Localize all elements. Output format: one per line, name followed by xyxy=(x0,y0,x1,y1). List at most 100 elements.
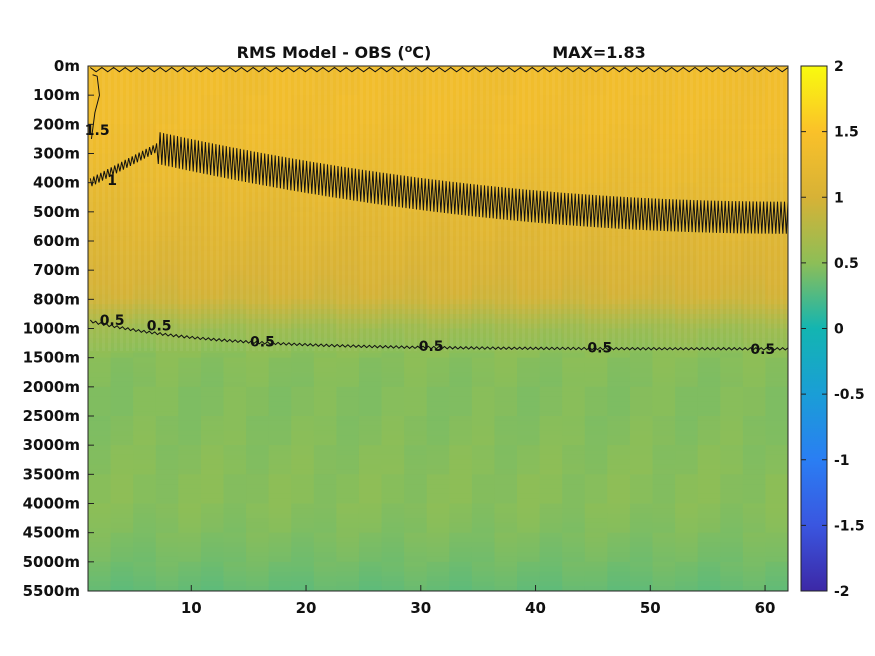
heatmap-cell xyxy=(381,406,405,412)
heatmap-cell xyxy=(449,586,473,591)
heatmap-cell xyxy=(133,435,157,441)
heatmap-cell xyxy=(88,411,112,417)
heatmap-cell xyxy=(313,464,337,471)
heatmap-cell xyxy=(200,464,225,471)
heatmap-cell xyxy=(584,479,608,485)
heatmap-cell xyxy=(336,552,360,558)
heatmap-cell xyxy=(381,561,405,568)
heatmap-cell xyxy=(223,430,247,437)
heatmap-cell xyxy=(200,430,225,437)
heatmap-cell xyxy=(313,508,337,514)
heatmap-cell xyxy=(584,391,608,398)
heatmap-cell xyxy=(200,474,225,480)
heatmap-cell xyxy=(765,386,788,393)
heatmap-cell xyxy=(765,484,788,490)
heatmap-cell xyxy=(494,537,518,543)
heatmap-cell xyxy=(607,542,631,548)
heatmap-cell xyxy=(562,435,586,441)
heatmap-cell xyxy=(539,508,563,514)
heatmap-cell xyxy=(471,484,496,490)
heatmap-cell xyxy=(562,542,586,548)
heatmap-cell xyxy=(742,425,767,432)
heatmap-cell xyxy=(629,566,654,573)
heatmap-cell xyxy=(539,513,563,519)
heatmap-cell xyxy=(539,542,563,548)
heatmap-cell xyxy=(607,566,631,573)
heatmap-cell xyxy=(607,484,631,490)
heatmap-cell xyxy=(110,381,134,388)
heatmap-cell xyxy=(765,586,788,591)
heatmap-cell xyxy=(675,542,699,548)
heatmap-cell xyxy=(291,416,315,422)
heatmap-cell xyxy=(494,547,518,553)
heatmap-cell xyxy=(765,566,788,573)
heatmap-cell xyxy=(471,556,496,563)
heatmap-cell xyxy=(584,484,608,490)
heatmap-cell xyxy=(133,425,157,432)
heatmap-cell xyxy=(404,484,428,490)
heatmap-cell xyxy=(246,493,270,500)
heatmap-cell xyxy=(313,352,337,359)
heatmap-cell xyxy=(155,537,179,543)
heatmap-cell xyxy=(562,522,586,529)
heatmap-cell xyxy=(178,479,202,485)
heatmap-cell xyxy=(313,527,337,534)
heatmap-cell xyxy=(471,440,496,446)
heatmap-cell xyxy=(200,440,225,446)
heatmap-cell xyxy=(765,435,788,441)
heatmap-cell xyxy=(336,503,360,509)
heatmap-cell xyxy=(336,357,360,364)
heatmap-cell xyxy=(381,381,405,388)
heatmap-cell xyxy=(358,396,383,403)
heatmap-cell xyxy=(675,352,699,359)
heatmap-cell xyxy=(268,571,292,578)
heatmap-cell xyxy=(88,416,112,422)
heatmap-cell xyxy=(584,474,608,480)
heatmap-cell xyxy=(765,454,788,461)
heatmap-cell xyxy=(607,537,631,543)
heatmap-cell xyxy=(584,469,608,475)
heatmap-cell xyxy=(539,518,563,524)
heatmap-cell xyxy=(133,459,157,466)
heatmap-cell xyxy=(426,498,450,505)
heatmap-cell xyxy=(494,381,518,388)
heatmap-cell xyxy=(494,352,518,359)
heatmap-cell xyxy=(562,474,586,480)
heatmap-cell xyxy=(449,362,473,368)
heatmap-cell xyxy=(133,454,157,461)
heatmap-cell xyxy=(291,459,315,466)
heatmap-cell xyxy=(494,488,518,495)
heatmap-cell xyxy=(742,367,767,373)
heatmap-cell xyxy=(652,435,676,441)
heatmap-cell xyxy=(742,556,767,563)
heatmap-cell xyxy=(607,522,631,529)
heatmap-cell xyxy=(539,566,563,573)
heatmap-cell xyxy=(765,396,788,403)
heatmap-cell xyxy=(675,420,699,427)
heatmap-cell xyxy=(584,493,608,500)
heatmap-cell xyxy=(652,425,676,432)
heatmap-cell xyxy=(652,556,676,563)
heatmap-cell xyxy=(133,527,157,534)
heatmap-cell xyxy=(697,469,721,475)
heatmap-cell xyxy=(471,488,496,495)
heatmap-cell xyxy=(404,377,428,383)
heatmap-cell xyxy=(517,430,541,437)
heatmap-cell xyxy=(562,411,586,417)
heatmap-cell xyxy=(381,547,405,553)
heatmap-cell xyxy=(268,581,292,587)
heatmap-cell xyxy=(675,508,699,514)
heatmap-cell xyxy=(88,352,112,359)
heatmap-cell xyxy=(291,464,315,471)
heatmap-cell xyxy=(449,556,473,563)
heatmap-cell xyxy=(584,406,608,412)
heatmap-cell xyxy=(88,474,112,480)
heatmap-cell xyxy=(313,484,337,490)
heatmap-cell xyxy=(629,367,654,373)
heatmap-cell xyxy=(426,503,450,509)
heatmap-cell xyxy=(471,532,496,539)
heatmap-cell xyxy=(178,440,202,446)
heatmap-cell xyxy=(629,503,654,509)
heatmap-cell xyxy=(200,513,225,519)
heatmap-cell xyxy=(223,377,247,383)
